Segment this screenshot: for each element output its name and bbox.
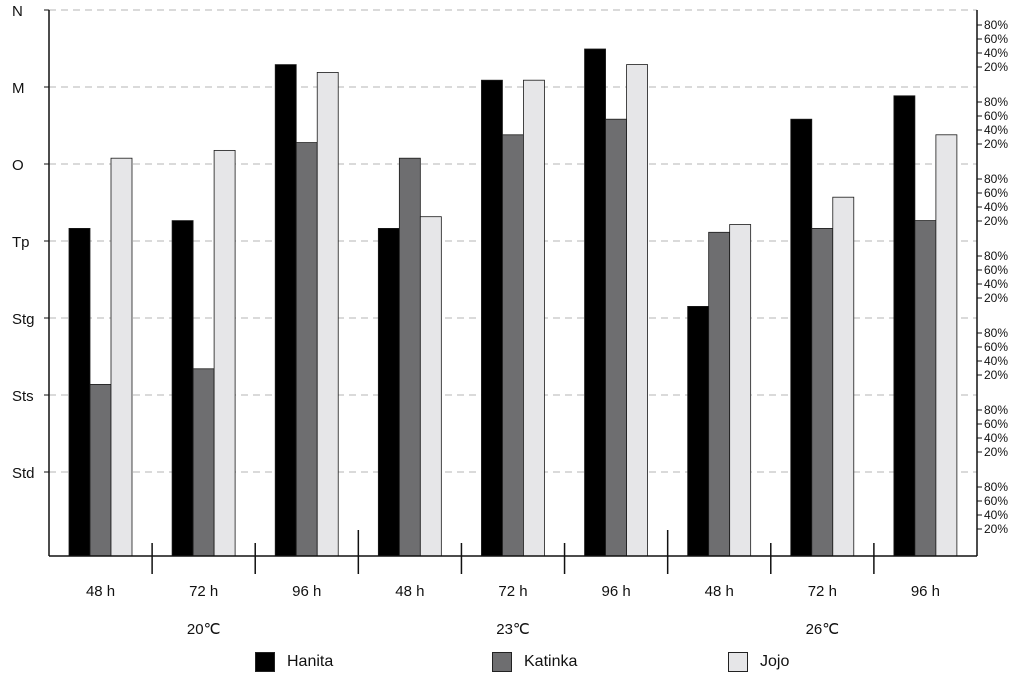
right-tick-label: 20% [984,445,1008,459]
x-tick-label: 48 h [395,583,424,600]
right-tick-label: 60% [984,263,1008,277]
legend-label-jojo: Jojo [760,653,790,670]
right-tick-label: 60% [984,494,1008,508]
right-tick-label: 20% [984,368,1008,382]
bar-hanita [687,305,710,557]
legend-label-katinka: Katinka [524,653,578,670]
legend-swatch-katinka [492,652,512,672]
x-tick-label: 72 h [808,583,837,600]
bar-jojo [626,64,648,557]
bar-jojo [935,134,958,557]
right-tick-label: 20% [984,291,1008,305]
right-tick-label: 40% [984,431,1008,445]
right-tick-label: 80% [984,403,1008,417]
x-tick-label: 96 h [911,583,940,600]
legend-swatch-hanita [255,652,275,672]
group-label: 23℃ [496,621,530,638]
right-tick-label: 60% [984,32,1008,46]
y-tick-label: Stg [12,311,35,328]
right-tick-label: 20% [984,137,1008,151]
right-tick-label: 20% [984,60,1008,74]
bar-katinka [398,157,421,557]
bar-katinka [89,383,112,557]
right-tick-label: 80% [984,249,1008,263]
right-tick-label: 60% [984,340,1008,354]
right-tick-label: 40% [984,277,1008,291]
bar-katinka [914,220,937,557]
bar-hanita [893,95,916,557]
bar-katinka [192,368,215,557]
right-tick-label: 40% [984,123,1008,137]
bar-jojo [110,157,133,557]
bar-katinka [295,142,318,557]
x-tick-label: 72 h [189,583,218,600]
bar-katinka [708,231,731,557]
bar-hanita [377,227,400,557]
y-tick-label: Tp [12,234,30,251]
right-tick-label: 80% [984,326,1008,340]
bar-hanita [584,48,606,557]
x-tick-label: 96 h [292,583,321,600]
bar-jojo [419,216,442,557]
legend: Hanita Katinka Jojo [0,648,1024,688]
bar-jojo [213,149,236,557]
y-tick-label: M [12,80,25,97]
legend-swatch-jojo [728,652,748,672]
group-label: 20℃ [186,621,221,638]
y-tick-label: N [12,3,23,20]
bar-katinka [605,118,627,557]
x-tick-label: 48 h [705,583,734,600]
legend-label-hanita: Hanita [287,653,334,670]
chart-plot: NMOTpStgStsStd80%60%40%20%80%60%40%20%80… [12,3,1008,600]
right-tick-label: 80% [984,18,1008,32]
right-tick-label: 40% [984,46,1008,60]
legend-item-jojo: Jojo [728,652,789,672]
bar-hanita [68,227,91,557]
right-tick-label: 60% [984,109,1008,123]
right-tick-label: 60% [984,417,1008,431]
bar-hanita [481,79,503,557]
right-tick-label: 20% [984,214,1008,228]
bar-jojo [316,72,339,557]
legend-item-katinka: Katinka [492,652,577,672]
x-tick-label: 48 h [86,583,115,600]
right-tick-label: 80% [984,172,1008,186]
bar-jojo [832,196,855,557]
x-tick-label: 96 h [602,583,631,600]
bar-jojo [523,79,545,557]
x-tick-label: 72 h [498,583,527,600]
right-tick-label: 40% [984,354,1008,368]
y-tick-label: Sts [12,388,34,405]
bar-hanita [171,220,194,557]
right-tick-label: 60% [984,186,1008,200]
bar-jojo [729,224,752,557]
bar-hanita [274,64,297,557]
right-tick-label: 80% [984,480,1008,494]
right-tick-label: 80% [984,95,1008,109]
group-label: 26℃ [805,621,840,638]
y-tick-label: O [12,157,24,174]
legend-item-hanita: Hanita [255,652,333,672]
bar-hanita [790,118,813,557]
right-tick-label: 40% [984,508,1008,522]
right-tick-label: 40% [984,200,1008,214]
bar-katinka [811,227,834,557]
right-tick-label: 20% [984,522,1008,536]
bar-katinka [502,134,524,557]
y-tick-label: Std [12,465,35,482]
